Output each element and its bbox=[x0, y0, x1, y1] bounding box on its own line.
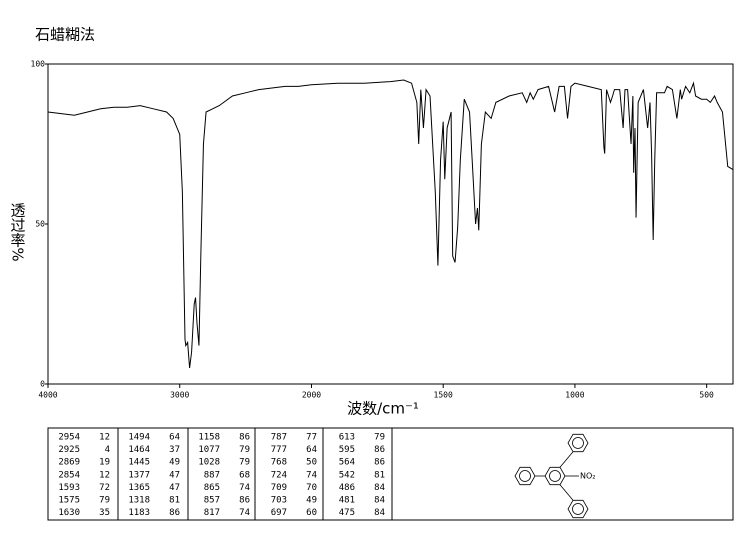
peak-wavenumber: 486 bbox=[339, 483, 355, 493]
peak-transmittance: 47 bbox=[169, 470, 180, 480]
peak-transmittance: 12 bbox=[99, 433, 110, 443]
peak-wavenumber: 857 bbox=[204, 496, 220, 506]
peak-transmittance: 74 bbox=[239, 508, 250, 518]
peak-transmittance: 86 bbox=[374, 458, 385, 468]
peak-wavenumber: 1028 bbox=[198, 458, 220, 468]
peak-wavenumber: 2854 bbox=[58, 470, 80, 480]
peak-wavenumber: 1183 bbox=[128, 508, 150, 518]
ring-inner bbox=[572, 503, 584, 515]
peak-transmittance: 79 bbox=[374, 433, 385, 443]
peak-transmittance: 84 bbox=[374, 496, 385, 506]
x-tick-label: 4000 bbox=[38, 391, 57, 400]
peak-wavenumber: 1445 bbox=[128, 458, 150, 468]
peak-transmittance: 79 bbox=[239, 445, 250, 455]
x-tick-label: 1500 bbox=[434, 391, 453, 400]
peak-transmittance: 64 bbox=[306, 445, 317, 455]
peak-transmittance: 84 bbox=[374, 508, 385, 518]
peak-wavenumber: 564 bbox=[339, 458, 355, 468]
peak-wavenumber: 887 bbox=[204, 470, 220, 480]
peak-transmittance: 19 bbox=[99, 458, 110, 468]
ring bbox=[514, 466, 536, 486]
peak-wavenumber: 697 bbox=[271, 508, 287, 518]
peak-transmittance: 47 bbox=[169, 483, 180, 493]
x-tick-label: 2000 bbox=[302, 391, 321, 400]
peak-transmittance: 86 bbox=[239, 496, 250, 506]
peak-transmittance: 72 bbox=[99, 483, 110, 493]
plot-frame bbox=[47, 63, 734, 385]
peak-wavenumber: 613 bbox=[339, 433, 355, 443]
peak-wavenumber: 777 bbox=[271, 445, 287, 455]
peak-transmittance: 81 bbox=[374, 470, 385, 480]
peak-wavenumber: 1494 bbox=[128, 433, 150, 443]
peak-wavenumber: 865 bbox=[204, 483, 220, 493]
x-tick-label: 3000 bbox=[170, 391, 189, 400]
peak-wavenumber: 1575 bbox=[58, 496, 80, 506]
peak-transmittance: 35 bbox=[99, 508, 110, 518]
peak-transmittance: 60 bbox=[306, 508, 317, 518]
peak-wavenumber: 1630 bbox=[58, 508, 80, 518]
peak-transmittance: 50 bbox=[306, 458, 317, 468]
peak-wavenumber: 787 bbox=[271, 433, 287, 443]
peak-wavenumber: 1377 bbox=[128, 470, 150, 480]
y-tick-label: 100 bbox=[31, 60, 46, 69]
ring-inner bbox=[519, 470, 531, 482]
peak-wavenumber: 1158 bbox=[198, 433, 220, 443]
peak-transmittance: 64 bbox=[169, 433, 180, 443]
spectrum-line bbox=[47, 79, 734, 369]
peak-wavenumber: 542 bbox=[339, 470, 355, 480]
peak-wavenumber: 817 bbox=[204, 508, 220, 518]
bond bbox=[559, 484, 574, 501]
peak-transmittance: 77 bbox=[306, 433, 317, 443]
y-tick-label: 50 bbox=[35, 220, 45, 229]
peak-wavenumber: 724 bbox=[271, 470, 287, 480]
peak-wavenumber: 1365 bbox=[128, 483, 150, 493]
peak-transmittance: 81 bbox=[169, 496, 180, 506]
ring-inner bbox=[549, 470, 561, 482]
structure-label: NO₂ bbox=[580, 472, 596, 481]
peak-wavenumber: 2925 bbox=[58, 445, 80, 455]
peak-wavenumber: 1464 bbox=[128, 445, 150, 455]
peak-transmittance: 79 bbox=[99, 496, 110, 506]
y-tick-label: 0 bbox=[40, 380, 45, 389]
table-frame bbox=[47, 427, 734, 521]
peak-transmittance: 74 bbox=[306, 470, 317, 480]
peak-transmittance: 37 bbox=[169, 445, 180, 455]
peak-wavenumber: 481 bbox=[339, 496, 355, 506]
x-axis-label: 波数/cm⁻¹ bbox=[347, 400, 419, 418]
peak-wavenumber: 1318 bbox=[128, 496, 150, 506]
peak-wavenumber: 2954 bbox=[58, 433, 80, 443]
peak-wavenumber: 475 bbox=[339, 508, 355, 518]
peak-wavenumber: 595 bbox=[339, 445, 355, 455]
bond bbox=[559, 451, 574, 468]
peak-transmittance: 74 bbox=[239, 483, 250, 493]
peak-transmittance: 4 bbox=[105, 445, 110, 455]
peak-transmittance: 86 bbox=[169, 508, 180, 518]
peak-transmittance: 86 bbox=[374, 445, 385, 455]
peak-wavenumber: 2869 bbox=[58, 458, 80, 468]
peak-transmittance: 84 bbox=[374, 483, 385, 493]
x-tick-label: 1000 bbox=[565, 391, 584, 400]
peak-transmittance: 70 bbox=[306, 483, 317, 493]
peak-transmittance: 12 bbox=[99, 470, 110, 480]
ring-inner bbox=[572, 437, 584, 449]
peak-wavenumber: 703 bbox=[271, 496, 287, 506]
x-tick-label: 500 bbox=[699, 391, 714, 400]
peak-wavenumber: 768 bbox=[271, 458, 287, 468]
peak-transmittance: 79 bbox=[239, 458, 250, 468]
peak-wavenumber: 1593 bbox=[58, 483, 80, 493]
peak-wavenumber: 1077 bbox=[198, 445, 220, 455]
ring bbox=[567, 433, 589, 453]
chart-title: 石蜡糊法 bbox=[35, 26, 95, 44]
y-axis-label: 透过率% bbox=[9, 202, 27, 261]
ring bbox=[544, 466, 566, 486]
peak-transmittance: 86 bbox=[239, 433, 250, 443]
peak-wavenumber: 709 bbox=[271, 483, 287, 493]
structure bbox=[514, 433, 589, 519]
ring bbox=[567, 499, 589, 519]
peak-transmittance: 49 bbox=[169, 458, 180, 468]
peak-transmittance: 49 bbox=[306, 496, 317, 506]
peak-transmittance: 68 bbox=[239, 470, 250, 480]
